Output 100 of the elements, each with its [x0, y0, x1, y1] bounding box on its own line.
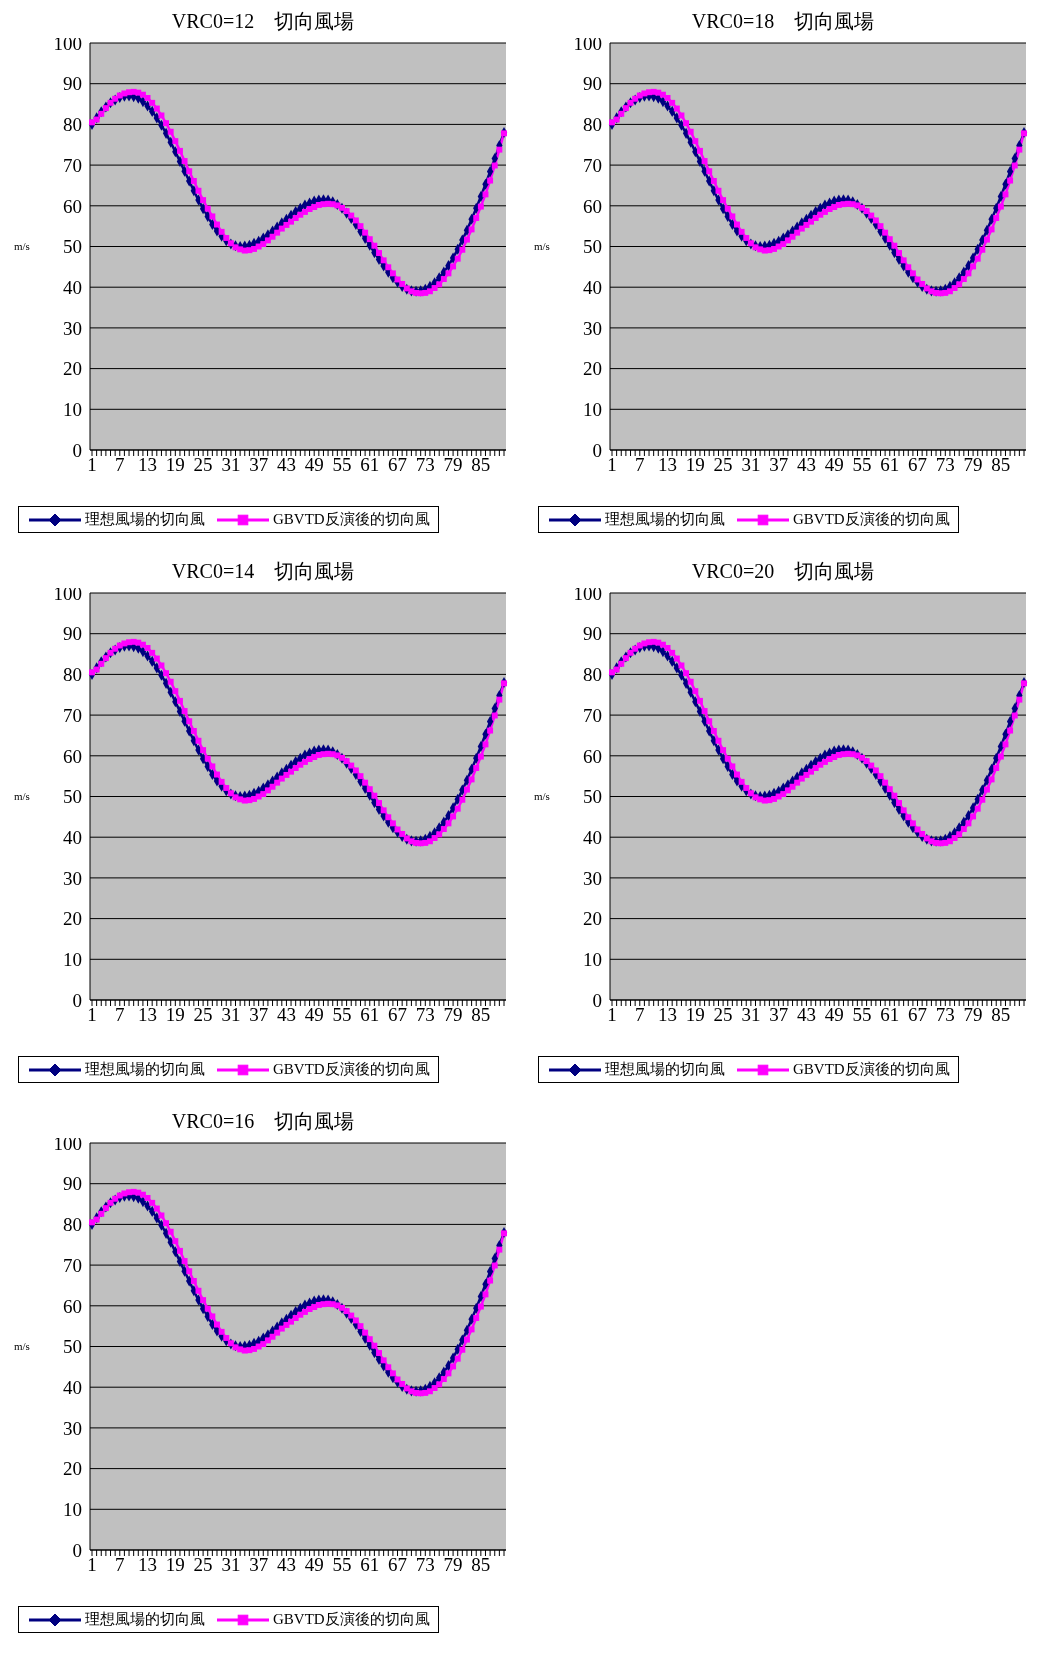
x-tick-label: 7 [115, 1554, 125, 1576]
y-tick-label: 90 [63, 73, 82, 95]
x-tick-label: 79 [443, 1004, 463, 1026]
legend-label: GBVTD反演後的切向風 [793, 1060, 950, 1079]
x-tick-label: 31 [221, 454, 241, 476]
x-tick-label: 7 [635, 1004, 645, 1026]
x-tick-label: 67 [388, 1004, 408, 1026]
x-tick-label: 31 [741, 1004, 761, 1026]
y-tick-label: 30 [583, 317, 602, 339]
x-tick-label: 43 [276, 1004, 296, 1026]
y-tick-label: 70 [63, 704, 82, 726]
y-tick-label: 40 [63, 1376, 82, 1398]
y-tick-label: 10 [63, 399, 82, 421]
x-tick-label: 67 [908, 454, 928, 476]
y-tick-label: 30 [63, 1417, 82, 1439]
y-tick-label: 60 [583, 745, 602, 767]
legend-label: GBVTD反演後的切向風 [273, 1610, 430, 1629]
y-tick-label: 30 [63, 867, 82, 889]
legend-label: GBVTD反演後的切向風 [273, 1060, 430, 1079]
x-tick-label: 7 [115, 1004, 125, 1026]
y-tick-label: 70 [583, 154, 602, 176]
x-tick-label: 49 [304, 1004, 324, 1026]
y-tick-label: 30 [583, 867, 602, 889]
y-tick-label: 70 [63, 154, 82, 176]
x-tick-label: 43 [276, 454, 296, 476]
y-tick-label: 0 [72, 989, 82, 1011]
x-tick-label: 7 [115, 454, 125, 476]
chart-title: VRC0=16 切向風場 [171, 1110, 355, 1132]
legend-label: 理想風場的切向風 [85, 1610, 205, 1629]
x-tick-label: 85 [471, 1554, 491, 1576]
y-tick-label: 10 [583, 399, 602, 421]
y-tick-label: 80 [583, 114, 602, 136]
y-tick-label: 80 [63, 664, 82, 686]
chart-title: VRC0=14 切向風場 [171, 560, 355, 582]
x-tick-label: 37 [249, 1004, 269, 1026]
y-tick-label: 0 [592, 989, 602, 1011]
y-axis-title: m/s [14, 1340, 30, 1353]
y-tick-label: 20 [583, 908, 602, 930]
x-tick-label: 79 [963, 1004, 983, 1026]
y-tick-label: 20 [63, 358, 82, 380]
x-tick-label: 55 [332, 1554, 352, 1576]
y-tick-label: 0 [592, 439, 602, 461]
y-tick-label: 70 [583, 704, 602, 726]
y-axis-title: m/s [14, 790, 30, 803]
y-tick-label: 60 [63, 745, 82, 767]
y-tick-label: 50 [583, 236, 602, 258]
x-tick-label: 73 [415, 1004, 435, 1026]
legend-label: GBVTD反演後的切向風 [793, 510, 950, 529]
x-tick-label: 61 [360, 1554, 380, 1576]
x-tick-label: 85 [991, 1004, 1011, 1026]
y-tick-label: 10 [63, 949, 82, 971]
y-tick-label: 80 [63, 114, 82, 136]
x-tick-label: 85 [471, 1004, 491, 1026]
y-tick-label: 50 [63, 236, 82, 258]
x-tick-label: 85 [471, 454, 491, 476]
chart-title: VRC0=18 切向風場 [691, 10, 875, 32]
y-tick-label: 70 [63, 1254, 82, 1276]
x-tick-label: 31 [741, 454, 761, 476]
y-tick-label: 50 [63, 786, 82, 808]
x-tick-label: 43 [796, 1004, 816, 1026]
x-tick-label: 19 [165, 1004, 185, 1026]
y-tick-label: 90 [583, 623, 602, 645]
x-tick-label: 25 [193, 454, 213, 476]
x-tick-label: 7 [635, 454, 645, 476]
x-tick-label: 13 [658, 1004, 678, 1026]
y-tick-label: 80 [63, 1214, 82, 1236]
y-tick-label: 30 [63, 317, 82, 339]
x-tick-label: 43 [796, 454, 816, 476]
y-tick-label: 40 [583, 826, 602, 848]
x-tick-label: 67 [388, 454, 408, 476]
x-tick-label: 79 [443, 454, 463, 476]
x-tick-label: 79 [443, 1554, 463, 1576]
y-axis-title: m/s [534, 790, 550, 803]
x-tick-label: 13 [138, 1004, 158, 1026]
x-tick-label: 25 [713, 1004, 733, 1026]
x-tick-label: 61 [880, 1004, 900, 1026]
x-tick-label: 49 [824, 1004, 844, 1026]
x-tick-label: 49 [304, 454, 324, 476]
y-tick-label: 50 [63, 1336, 82, 1358]
x-tick-label: 73 [415, 454, 435, 476]
y-tick-label: 0 [72, 439, 82, 461]
y-axis-title: m/s [534, 240, 550, 253]
y-tick-label: 40 [63, 826, 82, 848]
x-tick-label: 13 [658, 454, 678, 476]
x-tick-label: 13 [138, 454, 158, 476]
x-tick-label: 61 [360, 454, 380, 476]
x-tick-label: 13 [138, 1554, 158, 1576]
x-tick-label: 49 [824, 454, 844, 476]
x-tick-label: 19 [165, 454, 185, 476]
x-tick-label: 67 [908, 1004, 928, 1026]
y-tick-label: 40 [583, 276, 602, 298]
x-tick-label: 1 [607, 454, 617, 476]
legend-label: 理想風場的切向風 [605, 1060, 725, 1079]
x-tick-label: 73 [935, 454, 955, 476]
x-tick-label: 37 [249, 1554, 269, 1576]
y-tick-label: 20 [63, 1458, 82, 1480]
x-tick-label: 19 [685, 454, 705, 476]
y-tick-label: 10 [583, 949, 602, 971]
legend-label: 理想風場的切向風 [605, 510, 725, 529]
x-tick-label: 37 [769, 454, 789, 476]
